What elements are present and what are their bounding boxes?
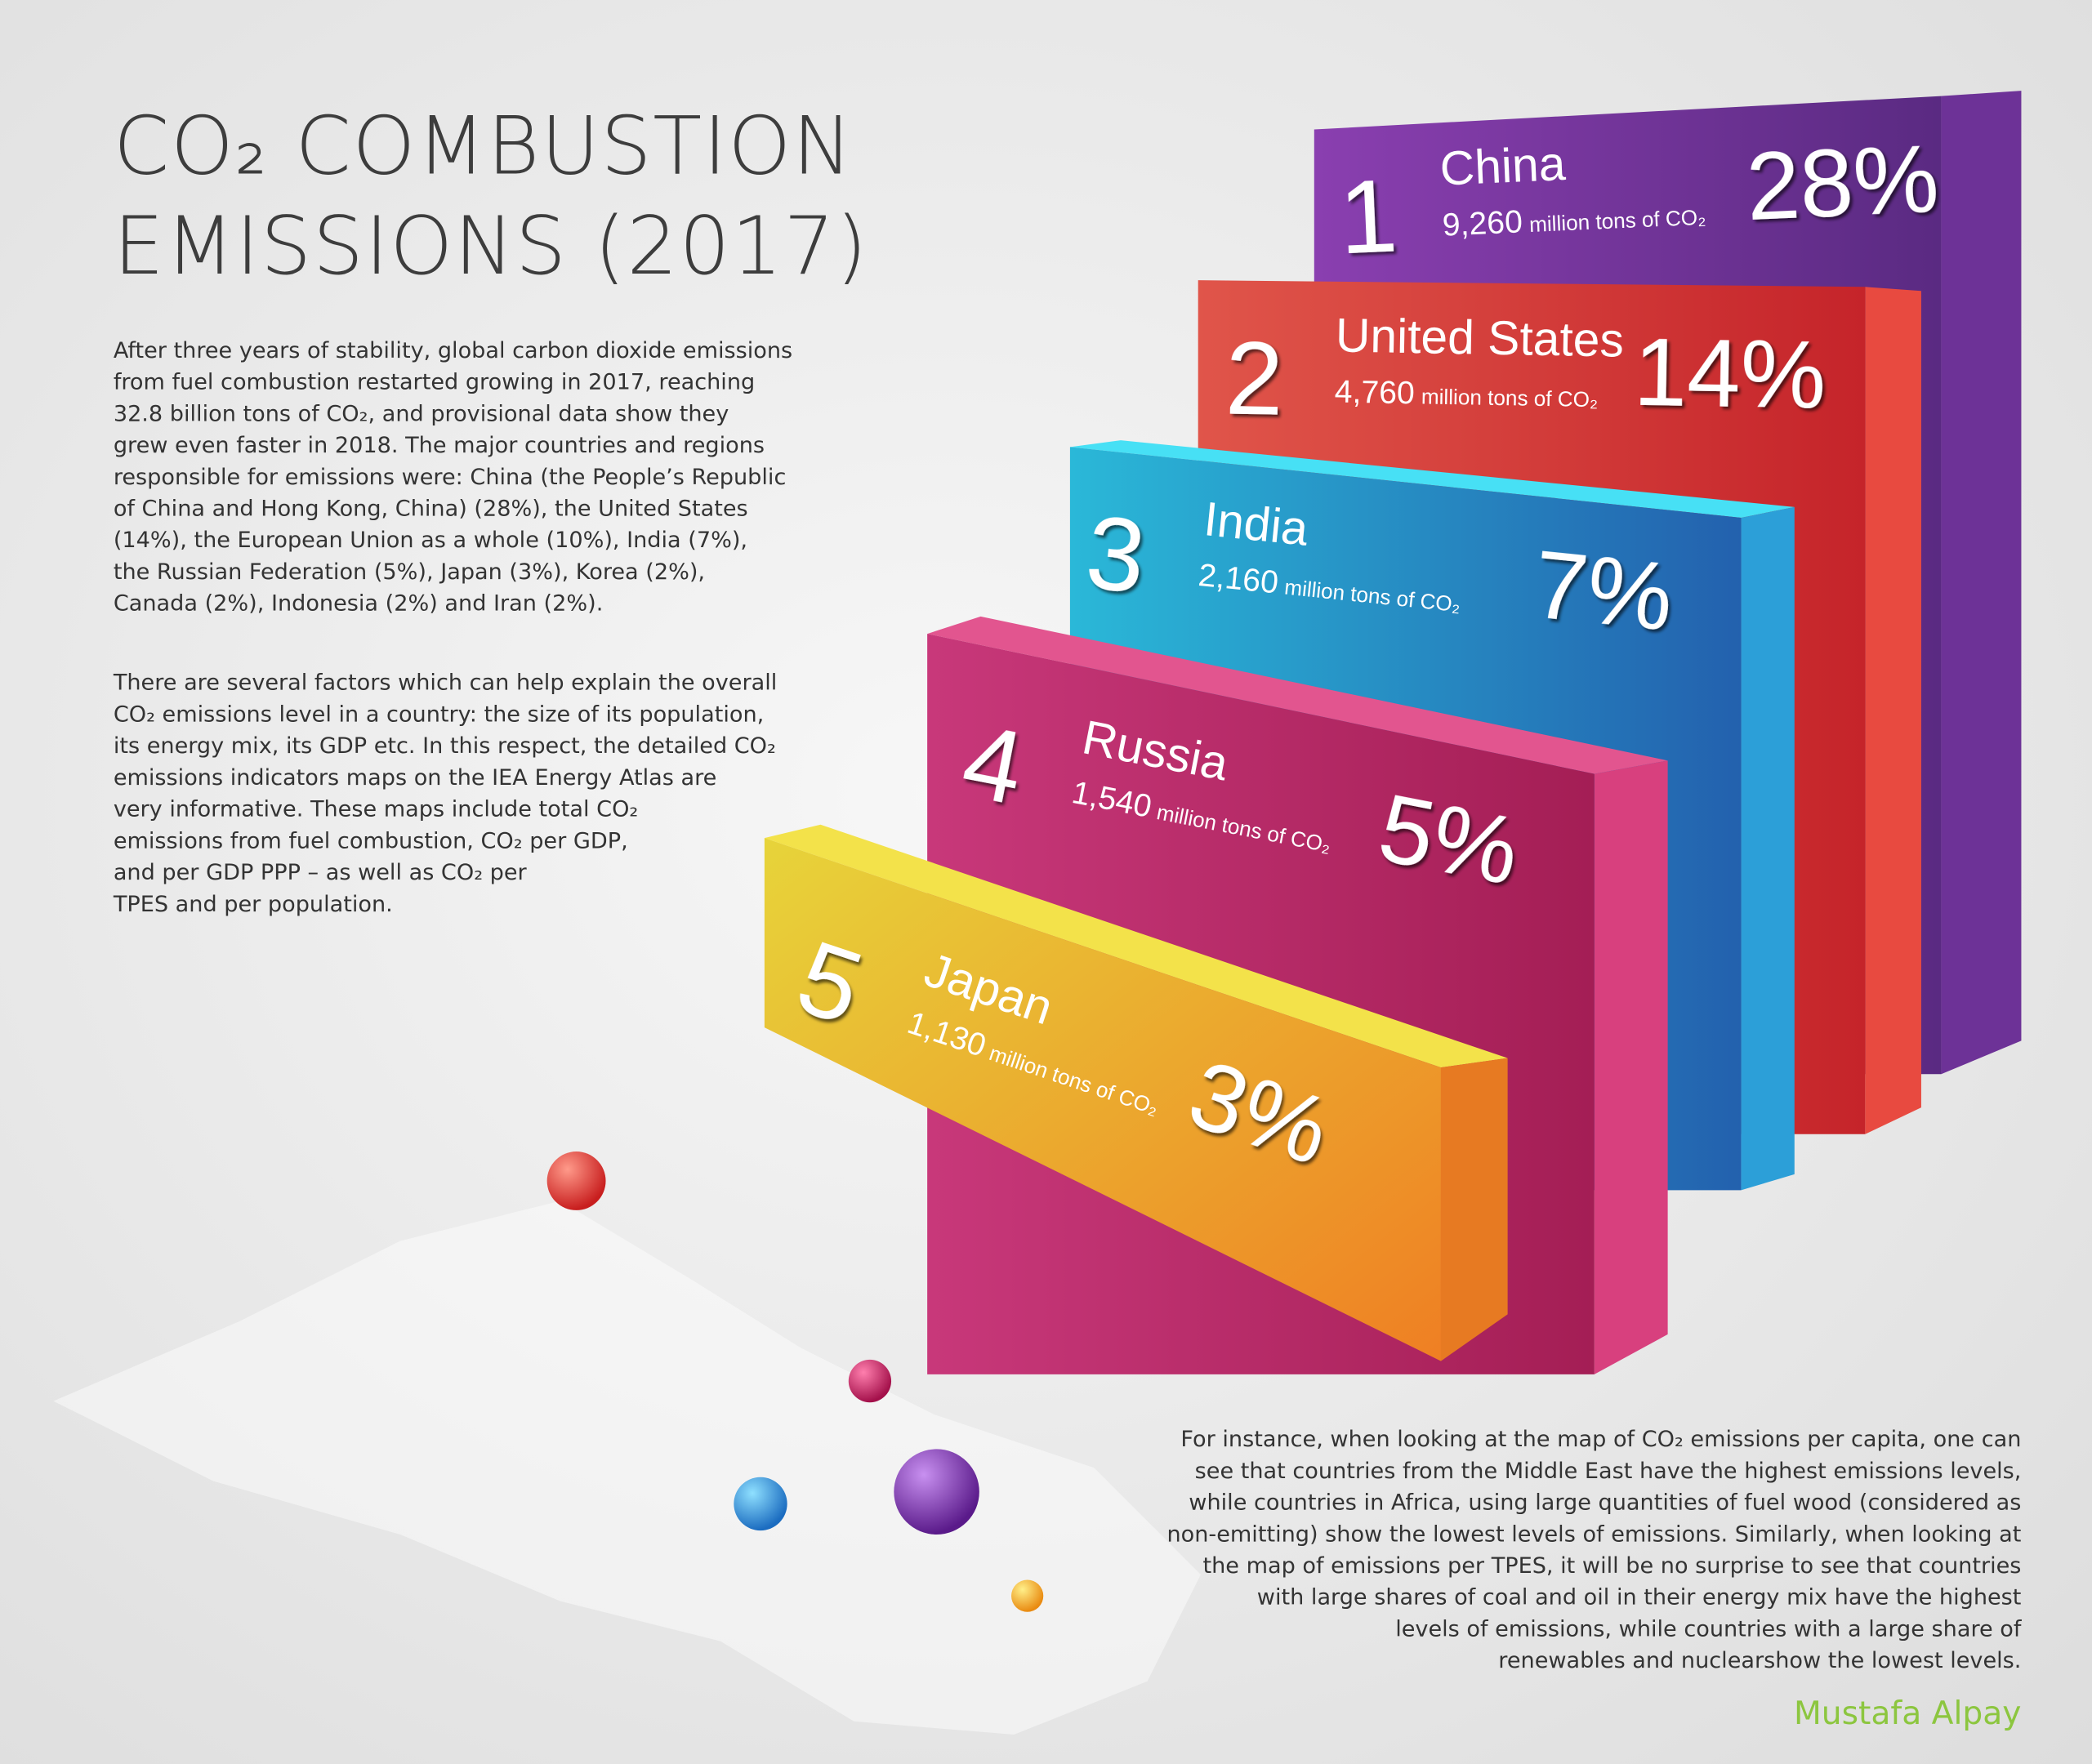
factors-line: TPES and per population. [113, 892, 393, 917]
factors-line: There are several factors which can help… [113, 670, 777, 696]
block-japan [764, 824, 1508, 1361]
instance-line: renewables and nuclearshow the lowest le… [1498, 1648, 2021, 1673]
intro-line: grew even faster in 2018. The major coun… [114, 433, 765, 458]
factors-line: its energy mix, its GDP etc. In this res… [114, 733, 776, 759]
instance-line: while countries in Africa, using large q… [1189, 1490, 2021, 1516]
intro-line: of China and Hong Kong, China) (28%), th… [114, 496, 748, 521]
share: 5% [1371, 773, 1528, 905]
share: 7% [1529, 530, 1678, 651]
factors-line: CO₂ emissions level in a country: the si… [114, 702, 764, 727]
rank-number: 1 [1336, 157, 1399, 275]
title-line: CO₂ COMBUSTION [114, 100, 854, 193]
intro-line: 32.8 billion tons of CO₂, and provisiona… [114, 401, 729, 426]
author: Mustafa Alpay [1794, 1695, 2021, 1732]
intro-line: responsible for emissions were: China (t… [114, 465, 787, 490]
instance-line: levels of emissions, while countries wit… [1395, 1616, 2023, 1642]
share: 28% [1744, 125, 1941, 240]
intro-line: After three years of stability, global c… [114, 338, 792, 363]
instance-line: For instance, when looking at the map of… [1180, 1427, 2021, 1452]
country-name: United States [1335, 309, 1624, 367]
instance-line: with large shares of coal and oil in the… [1257, 1585, 2022, 1610]
factors-line: very informative. These maps include tot… [114, 797, 638, 822]
title-line: EMISSIONS (2017) [114, 200, 868, 293]
factors-line: and per GDP PPP – as well as CO₂ per [114, 860, 528, 885]
country-name: India [1202, 492, 1311, 556]
amount-unit: million tons of CO₂ [1421, 384, 1599, 412]
share: 14% [1633, 318, 1827, 429]
intro-line: Canada (2%), Indonesia (2%) and Iran (2%… [114, 591, 604, 617]
ranking-label: 2 United States 4,760 million tons of CO₂ 14… [1224, 309, 1827, 437]
spheres [546, 1152, 1044, 1612]
amount: 4,760 million tons of CO₂ [1334, 375, 1598, 415]
rank-number: 2 [1224, 320, 1284, 437]
intro-line: the Russian Federation (5%), Japan (3%),… [114, 559, 705, 585]
instance-line: see that countries from the Middle East … [1195, 1459, 2022, 1484]
instance-line: the map of emissions per TPES, it will b… [1203, 1553, 2022, 1579]
country-name: China [1439, 137, 1567, 196]
amount-value: 4,760 [1334, 375, 1415, 412]
factors-line: emissions indicators maps on the IEA Ene… [114, 765, 717, 791]
intro-line: from fuel combustion restarted growing i… [114, 370, 755, 395]
rank-number: 3 [1082, 493, 1151, 614]
factors-line: emissions from fuel combustion, CO₂ per … [114, 828, 628, 853]
amount-value: 2,160 [1197, 558, 1280, 601]
map-shape [53, 1200, 1201, 1735]
instance-line: non-emitting) show the lowest levels of … [1167, 1521, 2022, 1547]
intro-line: (14%), the European Union as a whole (10… [114, 528, 747, 553]
amount-value: 9,260 [1442, 204, 1523, 243]
